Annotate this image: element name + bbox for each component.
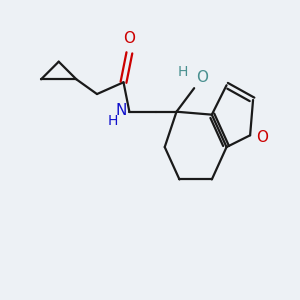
Text: H: H [108, 114, 119, 128]
Text: O: O [196, 70, 208, 85]
Text: H: H [178, 65, 188, 79]
Text: O: O [123, 32, 135, 46]
Text: N: N [116, 103, 127, 118]
Text: O: O [256, 130, 268, 145]
